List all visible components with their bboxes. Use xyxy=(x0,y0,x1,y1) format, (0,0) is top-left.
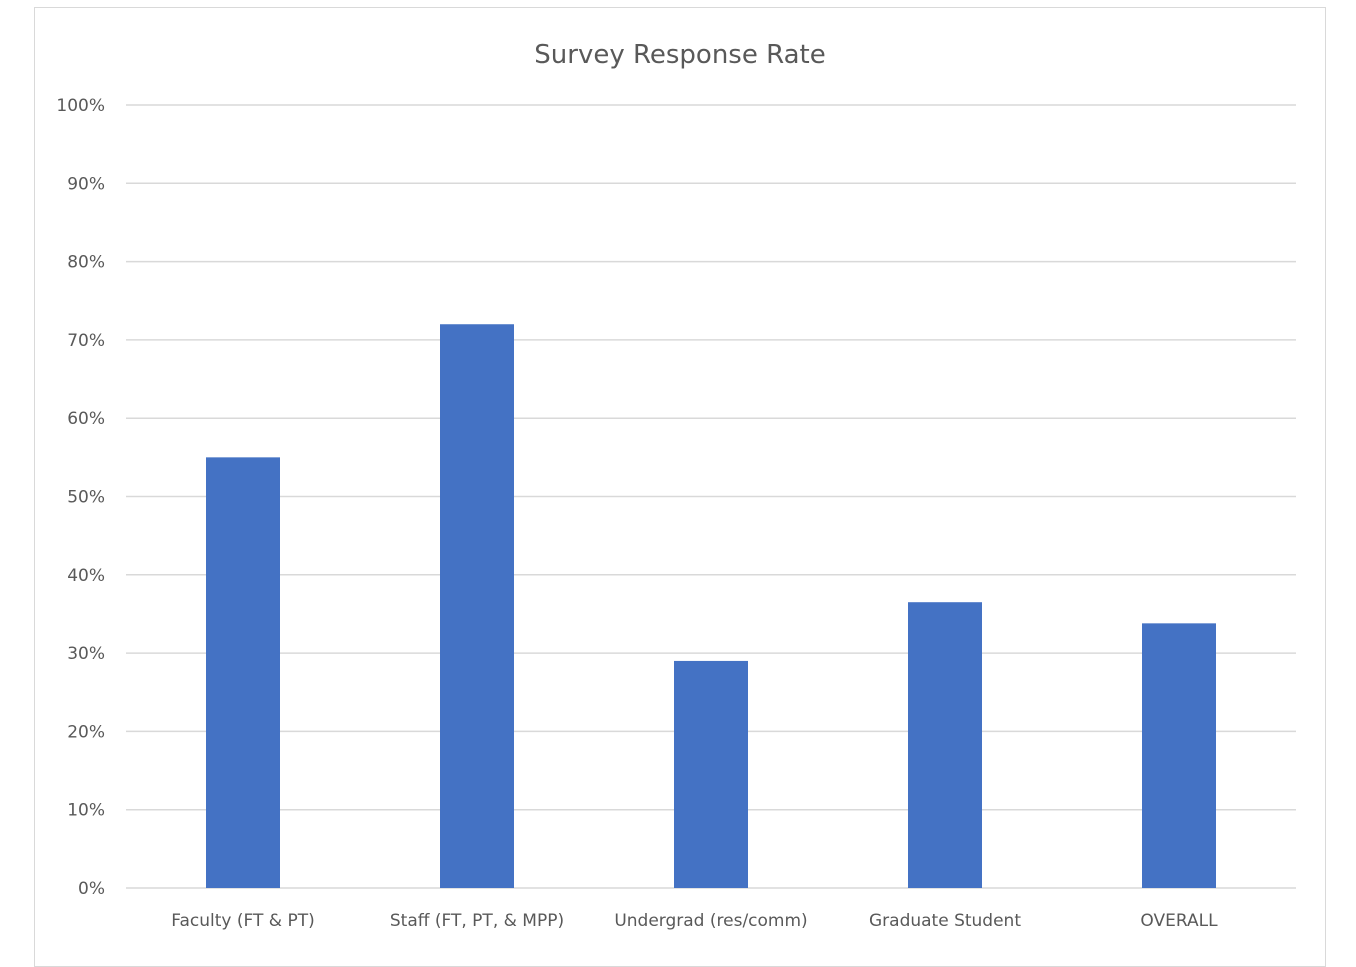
y-tick-label: 100% xyxy=(56,96,105,116)
x-category-label: Graduate Student xyxy=(869,911,1021,931)
bar xyxy=(206,457,280,888)
y-tick-label: 50% xyxy=(67,488,105,508)
chart-title: Survey Response Rate xyxy=(534,40,825,70)
bar xyxy=(440,324,514,888)
x-axis-categories: Faculty (FT & PT) Staff (FT, PT, & MPP) Un… xyxy=(171,911,1218,931)
y-tick-label: 10% xyxy=(67,801,105,821)
y-tick-label: 80% xyxy=(67,253,105,273)
y-tick-label: 90% xyxy=(67,174,105,194)
x-category-label: Undergrad (res/comm) xyxy=(614,911,807,931)
y-tick-label: 70% xyxy=(67,331,105,351)
x-category-label: Staff (FT, PT, & MPP) xyxy=(390,911,564,931)
bar xyxy=(1142,623,1216,888)
y-tick-label: 0% xyxy=(78,879,105,899)
bar xyxy=(908,602,982,888)
y-tick-label: 40% xyxy=(67,566,105,586)
y-tick-label: 20% xyxy=(67,722,105,742)
gridlines xyxy=(126,104,1296,889)
y-axis-ticks: 0% 10% 20% 30% 40% 50% 60% 70% 80% 90% 100% xyxy=(56,96,105,899)
bar xyxy=(674,660,748,888)
y-tick-label: 30% xyxy=(67,644,105,664)
x-category-label: Faculty (FT & PT) xyxy=(171,911,314,931)
bars xyxy=(206,324,1216,888)
x-category-label: OVERALL xyxy=(1140,911,1218,931)
y-tick-label: 60% xyxy=(67,409,105,429)
